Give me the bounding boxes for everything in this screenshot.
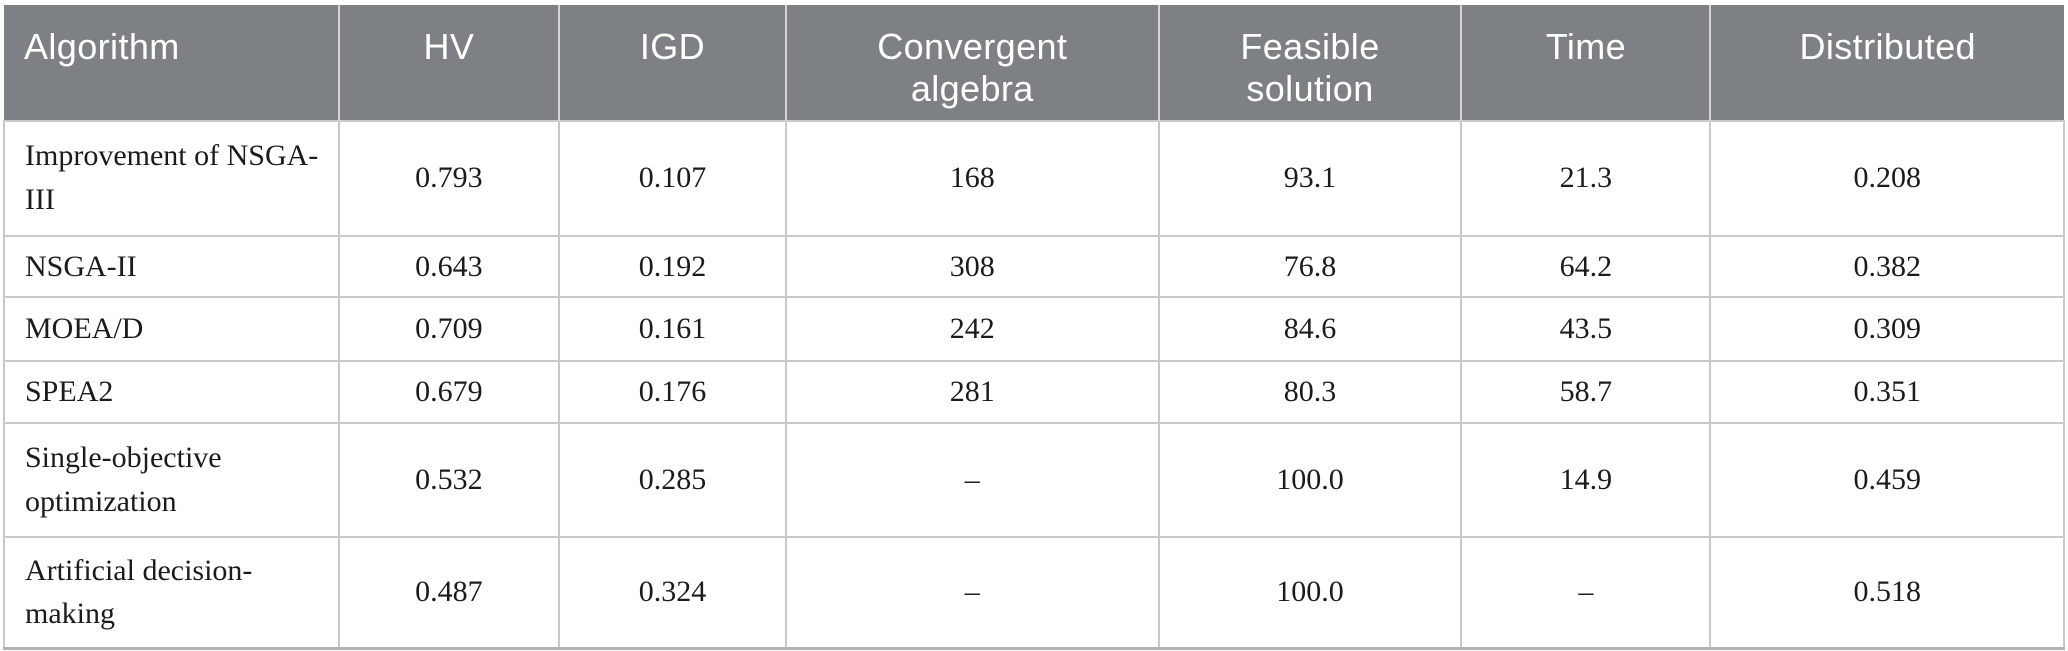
cell-igd: 0.161 bbox=[557, 296, 787, 363]
cell-hv: 0.679 bbox=[337, 360, 560, 425]
cell-distributed: 0.208 bbox=[1709, 119, 2065, 237]
cell-hv: 0.709 bbox=[337, 296, 560, 363]
cell-convergent-algebra: 281 bbox=[784, 360, 1160, 425]
header-cell-convergent-algebra: Convergent algebra bbox=[784, 5, 1159, 121]
cell-igd: 0.324 bbox=[557, 536, 787, 650]
cell-igd: 0.176 bbox=[557, 360, 787, 425]
header-cell-feasible-solution: Feasible solution bbox=[1157, 5, 1462, 121]
cell-hv: 0.643 bbox=[337, 234, 560, 299]
cell-feasible-solution: 76.8 bbox=[1157, 234, 1463, 299]
cell-hv: 0.532 bbox=[337, 422, 560, 539]
table-header: Algorithm HV IGD Convergent algebra Feas… bbox=[4, 5, 2064, 121]
cell-time: 43.5 bbox=[1460, 296, 1712, 363]
cell-convergent-algebra: 308 bbox=[784, 234, 1160, 299]
cell-distributed: 0.518 bbox=[1709, 536, 2065, 650]
header-cell-time: Time bbox=[1460, 5, 1711, 121]
cell-feasible-solution: 80.3 bbox=[1157, 360, 1463, 425]
header-cell-algorithm: Algorithm bbox=[4, 5, 339, 121]
cell-distributed: 0.459 bbox=[1709, 422, 2065, 539]
cell-feasible-solution: 93.1 bbox=[1157, 119, 1463, 237]
cell-algorithm: Improvement of NSGA-III bbox=[3, 119, 340, 237]
cell-convergent-algebra: – bbox=[784, 422, 1160, 539]
cell-hv: 0.487 bbox=[337, 536, 560, 650]
table-row-single-objective-optimization: Single-objective optimization 0.532 0.28… bbox=[3, 422, 2065, 539]
cell-igd: 0.107 bbox=[557, 119, 787, 237]
cell-igd: 0.192 bbox=[557, 234, 787, 299]
cell-feasible-solution: 100.0 bbox=[1157, 422, 1463, 539]
cell-igd: 0.285 bbox=[557, 422, 787, 539]
cell-algorithm: Artificial decision-making bbox=[3, 536, 340, 650]
cell-algorithm: MOEA/D bbox=[3, 296, 340, 363]
table-row-artificial-decision-making: Artificial decision-making 0.487 0.324 –… bbox=[3, 536, 2065, 650]
results-table: Algorithm HV IGD Convergent algebra Feas… bbox=[3, 5, 2065, 650]
cell-feasible-solution: 84.6 bbox=[1157, 296, 1463, 363]
cell-distributed: 0.309 bbox=[1709, 296, 2065, 363]
cell-distributed: 0.382 bbox=[1709, 234, 2065, 299]
cell-time: 64.2 bbox=[1460, 234, 1712, 299]
cell-algorithm: NSGA-II bbox=[3, 234, 340, 299]
table-row-improvement-of-nsga-iii: Improvement of NSGA-III 0.793 0.107 168 … bbox=[3, 119, 2065, 237]
cell-time: 21.3 bbox=[1460, 119, 1712, 237]
cell-time: 14.9 bbox=[1460, 422, 1712, 539]
header-row: Algorithm HV IGD Convergent algebra Feas… bbox=[4, 5, 2064, 121]
cell-hv: 0.793 bbox=[337, 119, 560, 237]
cell-distributed: 0.351 bbox=[1709, 360, 2065, 425]
cell-convergent-algebra: – bbox=[784, 536, 1160, 650]
table-row-spea2: SPEA2 0.679 0.176 281 80.3 58.7 0.351 bbox=[3, 360, 2065, 425]
cell-convergent-algebra: 242 bbox=[784, 296, 1160, 363]
cell-time: – bbox=[1460, 536, 1712, 650]
cell-time: 58.7 bbox=[1460, 360, 1712, 425]
cell-algorithm: SPEA2 bbox=[3, 360, 340, 425]
table-row-nsga-ii: NSGA-II 0.643 0.192 308 76.8 64.2 0.382 bbox=[3, 234, 2065, 299]
table-body: Improvement of NSGA-III 0.793 0.107 168 … bbox=[3, 119, 2065, 650]
cell-algorithm: Single-objective optimization bbox=[3, 422, 340, 539]
header-cell-hv: HV bbox=[337, 5, 559, 121]
header-cell-igd: IGD bbox=[557, 5, 786, 121]
header-cell-distributed: Distributed bbox=[1709, 5, 2064, 121]
cell-feasible-solution: 100.0 bbox=[1157, 536, 1463, 650]
table-row-moea-d: MOEA/D 0.709 0.161 242 84.6 43.5 0.309 bbox=[3, 296, 2065, 363]
cell-convergent-algebra: 168 bbox=[784, 119, 1160, 237]
